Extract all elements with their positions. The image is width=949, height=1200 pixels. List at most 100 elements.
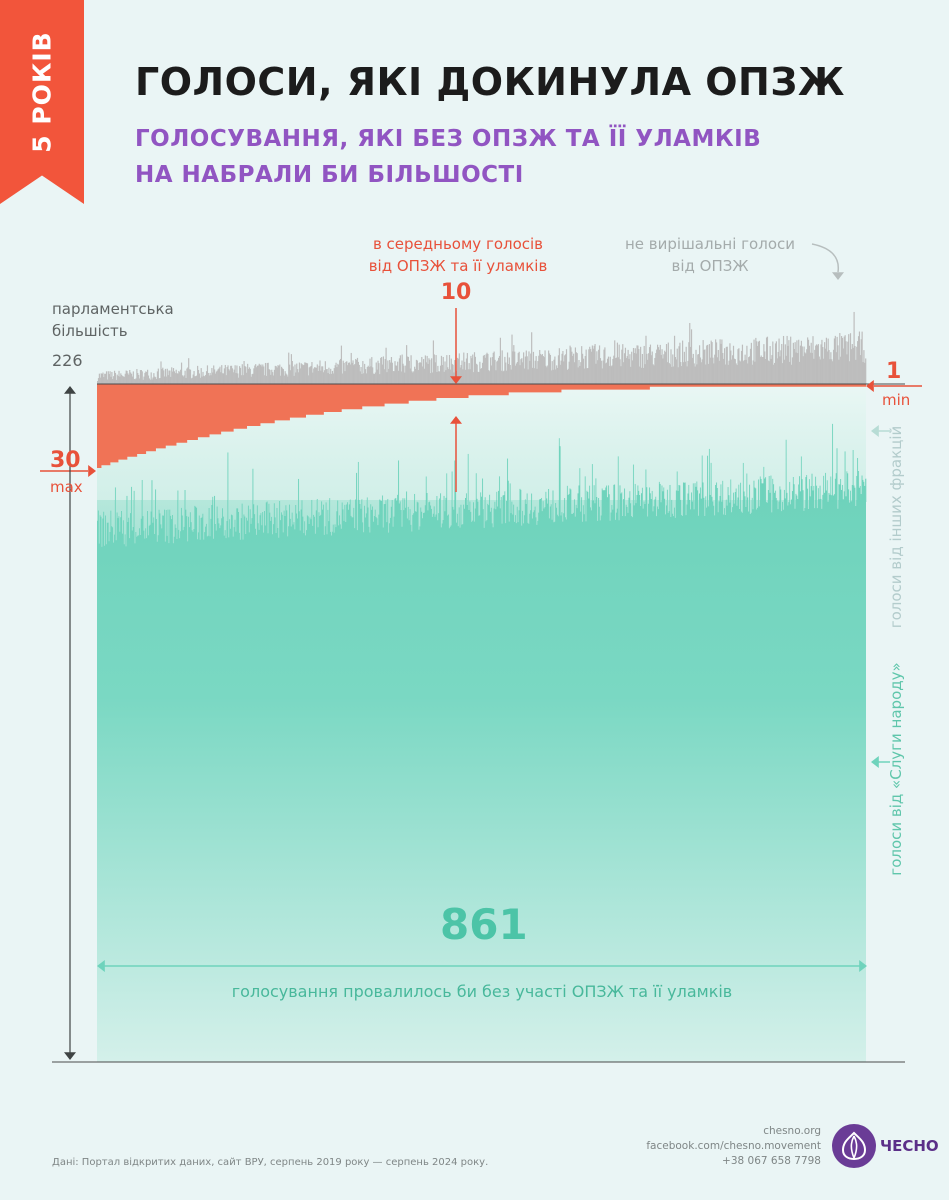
- non-decisive-bar: [254, 365, 256, 384]
- non-decisive-bar: [691, 357, 694, 384]
- servant-bar: [761, 483, 763, 502]
- non-decisive-bar: [758, 340, 761, 384]
- servant-bar: [608, 494, 610, 502]
- non-decisive-bar: [326, 369, 328, 384]
- non-decisive-bar: [102, 372, 104, 384]
- servant-bar: [820, 498, 822, 502]
- servant-bar: [584, 476, 586, 502]
- non-decisive-bar: [514, 365, 517, 384]
- non-decisive-bar: [317, 370, 319, 384]
- non-decisive-bar: [831, 359, 833, 384]
- non-decisive-bar: [120, 373, 122, 384]
- non-decisive-bar: [386, 372, 388, 384]
- non-decisive-bar: [587, 368, 589, 384]
- servant-bar: [848, 489, 850, 502]
- non-decisive-bar: [687, 360, 689, 384]
- non-decisive-bar: [595, 363, 597, 384]
- non-decisive-bar: [685, 346, 687, 384]
- servant-bar: [774, 492, 776, 502]
- non-decisive-bar: [632, 347, 635, 384]
- non-decisive-bar: [245, 366, 247, 384]
- non-decisive-bar: [735, 363, 737, 384]
- non-decisive-bar: [545, 365, 547, 384]
- servant-bar: [701, 455, 703, 502]
- non-decisive-bar: [311, 362, 313, 384]
- servant-bar: [809, 496, 811, 502]
- servant-bar: [732, 492, 735, 502]
- servant-bar: [607, 485, 610, 502]
- servant-bar: [663, 487, 665, 502]
- non-decisive-bar: [355, 358, 357, 384]
- non-decisive-bar: [470, 355, 472, 384]
- non-decisive-bar: [561, 353, 563, 384]
- majority-label-line-2: більшість: [52, 322, 128, 340]
- non-decisive-bar: [320, 370, 322, 384]
- non-decisive-bar: [401, 354, 403, 384]
- non-decisive-bar: [577, 367, 579, 384]
- non-decisive-bar: [679, 342, 681, 384]
- non-decisive-bar: [774, 362, 776, 384]
- non-decisive-bar: [279, 364, 281, 384]
- non-decisive-bar: [297, 372, 300, 384]
- non-decisive-bar: [280, 366, 283, 384]
- non-decisive-bar: [289, 364, 291, 384]
- non-decisive-bar: [145, 371, 147, 384]
- non-decisive-bar: [636, 345, 638, 384]
- non-decisive-bar: [127, 373, 129, 384]
- servant-bar: [817, 488, 819, 502]
- non-decisive-bar: [357, 361, 359, 384]
- non-decisive-bar: [517, 353, 519, 384]
- non-decisive-bar: [506, 370, 508, 384]
- servant-bar: [700, 498, 702, 502]
- brand-name: ЧЕСНО: [880, 1137, 939, 1155]
- non-decisive-bar: [190, 378, 192, 384]
- servant-bar: [702, 482, 704, 502]
- non-decisive-bar: [536, 368, 538, 384]
- non-decisive-bar: [798, 339, 800, 384]
- servant-bar: [297, 478, 300, 502]
- non-decisive-bar: [257, 365, 259, 384]
- non-decisive-bar: [609, 356, 611, 384]
- non-decisive-bar: [777, 351, 779, 384]
- non-decisive-bar: [307, 375, 309, 384]
- non-decisive-bar: [812, 336, 814, 384]
- non-decisive-bar: [504, 356, 506, 384]
- non-decisive-bar: [261, 366, 263, 384]
- servant-bar: [648, 487, 651, 502]
- servant-bar: [636, 494, 638, 502]
- servant-bar: [356, 472, 358, 502]
- servant-bar: [708, 448, 710, 502]
- non-decisive-bar: [674, 357, 677, 384]
- non-decisive-bar: [540, 355, 543, 384]
- non-decisive-bar: [731, 359, 733, 384]
- non-decisive-bar: [722, 353, 724, 384]
- non-decisive-bar: [706, 345, 708, 384]
- facebook-link[interactable]: facebook.com/chesno.movement: [646, 1140, 821, 1152]
- servant-bar: [443, 495, 445, 502]
- non-decisive-bar: [799, 361, 801, 384]
- non-decisive-bar: [123, 376, 125, 384]
- non-decisive-bar: [508, 357, 510, 384]
- non-decisive-bar: [390, 357, 393, 384]
- servant-bar: [414, 493, 416, 502]
- non-decisive-bar: [113, 370, 116, 384]
- non-decisive-bar: [709, 357, 711, 384]
- non-decisive-bar: [856, 346, 858, 384]
- non-decisive-bar: [281, 368, 284, 384]
- non-decisive-bar: [660, 354, 662, 384]
- website-link[interactable]: chesno.org: [763, 1125, 821, 1137]
- non-decisive-bar: [853, 311, 855, 384]
- servant-bar: [678, 484, 680, 502]
- non-decisive-bar: [730, 350, 732, 384]
- non-decisive-bar: [309, 366, 311, 384]
- non-decisive-bar: [101, 373, 103, 384]
- non-decisive-bar: [313, 368, 315, 384]
- non-decisive-bar: [239, 367, 242, 384]
- servant-bar: [861, 475, 863, 502]
- non-decisive-bar: [629, 354, 631, 384]
- servant-bar: [671, 499, 673, 502]
- servant-bar: [500, 496, 502, 502]
- non-decisive-bar: [851, 344, 853, 384]
- non-decisive-bar: [235, 373, 237, 384]
- servant-bar: [509, 483, 511, 502]
